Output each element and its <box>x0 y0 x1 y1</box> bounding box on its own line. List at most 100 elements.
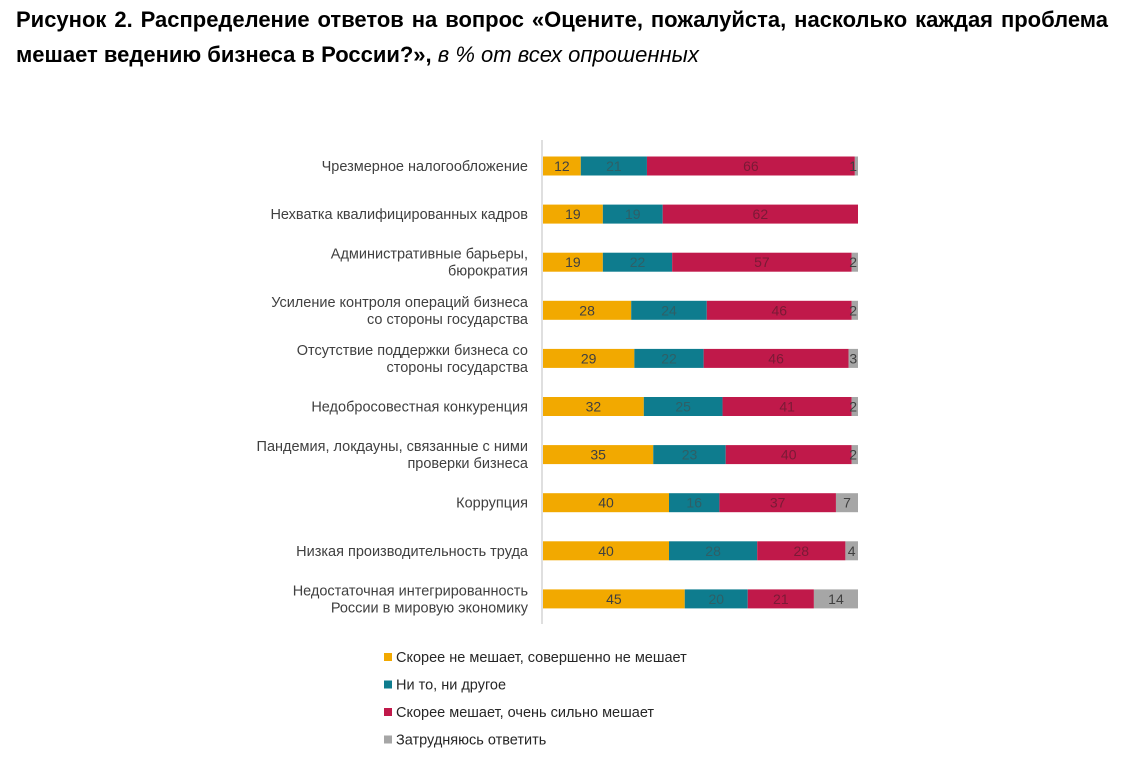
bar-segment <box>543 252 603 272</box>
bar-segment <box>851 252 858 272</box>
category-label: Усиление контроля операций бизнеса со сто… <box>271 295 529 328</box>
caption-units: в % от всех опрошенных <box>437 42 699 67</box>
data-label: 23 <box>682 447 698 463</box>
bar-segment <box>653 445 726 465</box>
data-label: 19 <box>565 254 581 270</box>
bar-segment <box>851 445 858 465</box>
category-label: Низкая производительность труда <box>296 544 529 560</box>
bar-segment <box>851 397 858 416</box>
data-label: 29 <box>581 350 597 366</box>
category-labels: Чрезмерное налогообложение Нехватка квали… <box>257 159 529 616</box>
data-label: 21 <box>606 158 622 174</box>
data-label: 28 <box>705 543 721 559</box>
data-label: 45 <box>606 591 622 607</box>
data-label: 12 <box>554 158 570 174</box>
bar-segment <box>543 300 632 320</box>
data-label: 21 <box>773 591 789 607</box>
data-label: 46 <box>771 302 787 318</box>
bar-segment <box>543 541 669 561</box>
data-label: 24 <box>661 302 677 318</box>
data-label: 4 <box>848 543 856 559</box>
bar-segment <box>725 445 852 465</box>
bar-segment <box>848 348 858 368</box>
data-label: 37 <box>770 495 786 511</box>
data-label: 66 <box>743 158 759 174</box>
data-label: 2 <box>849 399 857 415</box>
data-label: 22 <box>630 254 646 270</box>
category-label: Пандемия, локдауны, связанные с ними пров… <box>257 439 529 472</box>
category-label: Недостаточная интегрированность России в … <box>293 583 529 616</box>
data-label: 28 <box>794 543 810 559</box>
bar-segment <box>854 156 858 176</box>
bar-segment <box>580 156 647 176</box>
legend-swatch <box>384 653 392 661</box>
bar-segment <box>672 252 852 272</box>
data-label: 1 <box>849 158 857 174</box>
data-label: 22 <box>661 350 677 366</box>
bar-segment <box>722 397 852 416</box>
bar-segment <box>669 541 758 561</box>
data-label: 57 <box>754 254 770 270</box>
legend-swatch <box>384 680 392 689</box>
data-label: 16 <box>686 495 702 511</box>
data-label: 19 <box>565 206 581 222</box>
bar-segment <box>747 589 814 609</box>
category-label: Коррупция <box>456 496 528 512</box>
legend-label: Скорее не мешает, совершенно не мешает <box>396 650 687 666</box>
bar-segment <box>543 397 644 416</box>
data-label: 40 <box>598 495 614 511</box>
bar-segment <box>602 252 673 272</box>
data-label: 2 <box>849 302 857 318</box>
legend: Скорее не мешает, совершенно не мешает Ни… <box>384 650 687 749</box>
legend-swatch <box>384 708 392 716</box>
data-label: 41 <box>779 399 795 415</box>
data-label: 62 <box>753 206 769 222</box>
bar-segment <box>669 493 720 513</box>
bar-segment <box>543 589 685 609</box>
bar-segment <box>543 348 635 368</box>
legend-swatch <box>384 735 392 744</box>
data-label: 35 <box>590 447 606 463</box>
data-label: 14 <box>828 591 844 607</box>
bar-segment <box>684 589 748 609</box>
data-label: 40 <box>781 447 797 463</box>
bar-segment <box>543 156 581 176</box>
data-label: 40 <box>598 543 614 559</box>
bar-segment <box>643 397 723 416</box>
category-label: Административные барьеры, бюрократия <box>331 247 528 280</box>
data-label: 19 <box>625 206 641 222</box>
figure-caption: Рисунок 2. Распределение ответов на вопр… <box>16 2 1108 72</box>
data-label: 28 <box>579 302 595 318</box>
bar-segment <box>706 300 852 320</box>
data-label: 3 <box>849 350 857 366</box>
category-label: Отсутствие поддержки бизнеса со стороны г… <box>297 343 529 376</box>
category-label: Нехватка квалифицированных кадров <box>270 207 528 223</box>
data-label: 32 <box>586 399 602 415</box>
bar-segment <box>646 156 855 176</box>
bar-segment <box>662 204 858 224</box>
bar-segment <box>757 541 846 561</box>
bar-segment <box>719 493 836 513</box>
data-label: 2 <box>849 254 857 270</box>
bar-segment <box>543 204 603 224</box>
legend-label: Ни то, ни другое <box>396 678 506 694</box>
bar-segment <box>703 348 849 368</box>
bar-segment <box>813 589 858 609</box>
bar-segment <box>631 300 707 320</box>
data-label: 2 <box>849 447 857 463</box>
caption-title: Рисунок 2. Распределение ответов на вопр… <box>16 7 1108 67</box>
category-label: Чрезмерное налогообложение <box>322 159 528 175</box>
data-label: 46 <box>768 350 784 366</box>
data-label: 20 <box>708 591 724 607</box>
category-label: Недобросовестная конкуренция <box>311 400 528 416</box>
bar-segment <box>851 300 858 320</box>
data-label: 25 <box>675 399 691 415</box>
bar-segment <box>543 445 654 465</box>
bar-segment <box>543 493 669 513</box>
bar-segment <box>835 493 858 513</box>
bar-segment <box>634 348 704 368</box>
data-label: 7 <box>843 495 851 511</box>
legend-label: Скорее мешает, очень сильно мешает <box>396 705 654 721</box>
